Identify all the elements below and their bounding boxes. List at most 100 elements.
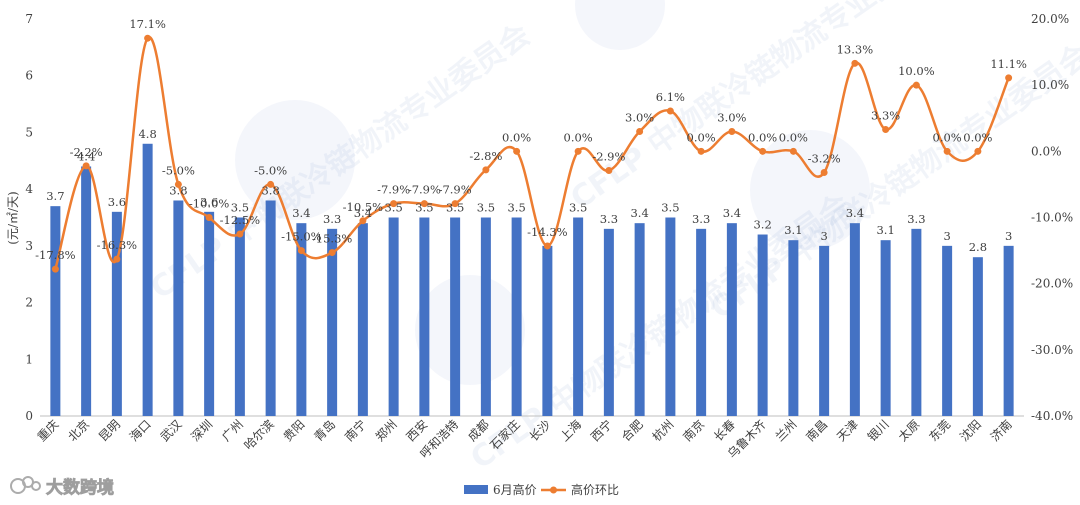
y-left-tick-label: 1 [25,352,33,366]
bar [419,217,430,416]
y-left-tick-label: 6 [25,69,33,83]
line-value-label: -3.2% [808,152,841,166]
bar-series [50,143,1014,416]
y-left-tick-label: 2 [25,296,33,310]
bar-value-label: 3.3 [323,212,341,226]
bar-value-label: 3.5 [507,201,525,215]
line-value-label: -12.5% [220,213,260,227]
x-category-label: 沈阳 [956,417,984,445]
bar [665,217,676,416]
bar [388,217,399,416]
brand-logo: 大数跨境 [10,476,114,498]
bar-value-label: 3.8 [169,183,187,197]
bar [726,223,737,416]
line-point [789,147,797,155]
line-point [882,125,890,133]
y-left-tick-label: 5 [25,125,33,139]
x-category-label: 南宁 [341,417,369,445]
logo-icon [10,476,41,494]
line-value-label: -5.0% [162,163,195,177]
bar [634,223,645,416]
x-category-label: 银川 [865,417,892,444]
line-point [267,180,275,188]
bar [450,217,461,416]
bar-value-label: 3.6 [108,195,126,209]
bar-value-label: 3.5 [661,201,679,215]
bar [480,217,491,416]
line-value-label: -16.3% [97,238,137,252]
line-point [697,147,705,155]
bar [757,234,768,416]
data-labels: 3.7 4.4 3.6 4.8 3.8 3.6 3.5 3.8 3.4 3.3 3.4 3.5 3.5 3… [35,17,1027,262]
bar-value-label: 3.3 [692,212,710,226]
line-value-label: -17.8% [35,248,75,262]
line-point [113,255,121,263]
line-value-label: -7.9% [377,183,410,197]
line-value-label: 11.1% [990,57,1027,71]
x-category-label: 青岛 [311,417,339,445]
bar-value-label: 3.5 [477,201,495,215]
line-point [482,166,490,174]
line-point [513,147,521,155]
bar-value-label: 3.2 [753,218,771,232]
line-value-label: 0.0% [564,130,593,144]
legend-swatch-bar [464,485,488,494]
x-category-label: 兰州 [773,417,800,444]
bar [81,166,92,416]
bar-value-label: 3.5 [384,201,402,215]
y-right-tick-label: 10.0% [1031,78,1069,92]
line-value-label: 3.3% [871,108,900,122]
line-value-label: 0.0% [502,130,531,144]
line-value-label: 0.0% [687,130,716,144]
line-value-label: -10.5% [343,200,383,214]
bar [111,211,122,416]
bar-value-label: 3 [1005,229,1012,243]
x-category-label: 海口 [126,417,154,445]
y-left-tick-label: 7 [25,12,33,26]
bar-value-label: 3.5 [569,201,587,215]
bar-value-label: 3.3 [600,212,618,226]
line-point [574,147,582,155]
line-point [328,249,336,257]
x-category-label: 东莞 [926,417,953,444]
line-value-label: -2.2% [70,145,103,159]
watermark-logo-shape [575,0,665,50]
x-category-label: 天津 [834,417,861,444]
line-point [451,200,459,208]
x-category-label: 长春 [711,417,738,444]
line-point [974,147,982,155]
x-category-label: 太原 [895,417,923,445]
line-point [605,167,613,175]
bar [911,228,922,416]
line-point [912,81,920,89]
bar-value-label: 3.4 [846,206,864,220]
bar-value-label: 3.4 [354,206,372,220]
line-point [759,147,767,155]
bar-value-label: 3.4 [723,206,741,220]
y-right-tick-label: 20.0% [1031,12,1069,26]
line-value-label: -2.8% [469,149,502,163]
line-value-label: 6.1% [656,90,685,104]
bar [357,223,368,416]
bar-value-label: 3.6 [200,195,218,209]
bar [327,228,338,416]
bar-value-label: 3.3 [907,212,925,226]
y-left-tick-label: 0 [25,409,33,423]
line-value-label: 3.0% [717,110,746,124]
line-value-label: 13.3% [837,42,874,56]
line-point [420,200,428,208]
legend-swatch-marker [550,486,557,494]
x-category-label: 南京 [680,417,708,445]
x-category-label: 合肥 [618,417,646,445]
line-point [174,180,182,188]
bar [234,217,245,416]
bar-value-label: 3.4 [292,206,310,220]
x-category-label: 广州 [219,417,246,444]
bar [603,228,614,416]
bar [849,223,860,416]
bar [204,211,215,416]
legend: 6月高价 高价环比 [464,482,619,497]
line-point [636,127,644,135]
bar [50,206,61,416]
line-value-label: 0.0% [963,130,992,144]
